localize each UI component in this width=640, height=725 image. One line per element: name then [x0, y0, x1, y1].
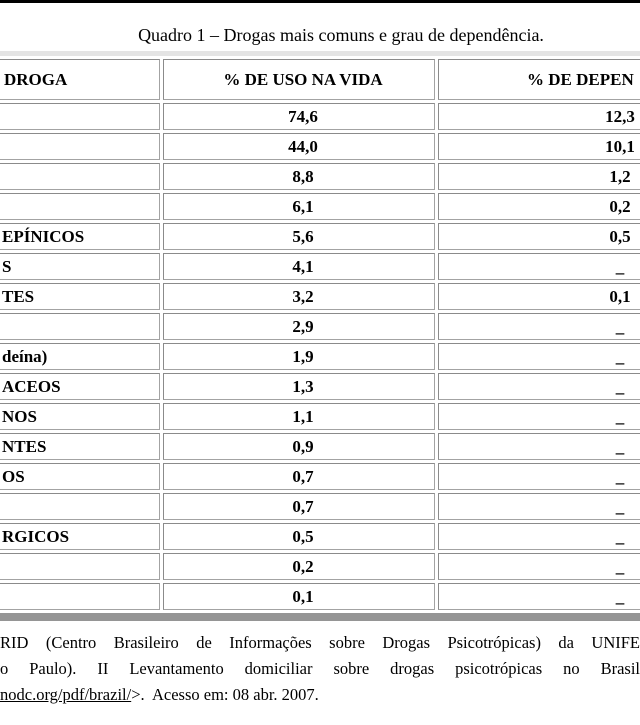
table-row: NTES 0,9 _ — [0, 433, 640, 460]
use-in-life-value-cell: 3,2 — [163, 283, 435, 310]
use-in-life-value-cell: 2,9 — [163, 313, 435, 340]
dependence-value-cell: _ — [438, 313, 640, 340]
dependence-value-cell: 0,1 — [438, 283, 640, 310]
dependence-value-cell: _ — [438, 463, 640, 490]
use-in-life-value-cell: 0,9 — [163, 433, 435, 460]
drug-name-cell — [0, 193, 160, 220]
drug-name-cell: NOS — [0, 403, 160, 430]
drug-dependence-table: DROGA % DE USO NA VIDA % DE DEPEN 74,6 12… — [0, 51, 640, 621]
use-in-life-value-cell: 1,1 — [163, 403, 435, 430]
source-note-line-2: o Paulo). II Levantamento domiciliar sob… — [0, 659, 640, 678]
table-viewport: DROGA % DE USO NA VIDA % DE DEPEN 74,6 12… — [0, 51, 640, 621]
source-access-date: >. Acesso em: 08 abr. 2007. — [131, 685, 319, 704]
use-in-life-value-cell: 44,0 — [163, 133, 435, 160]
top-black-bar — [0, 0, 640, 3]
source-note: RID (Centro Brasileiro de Informações so… — [0, 630, 640, 708]
table-row: ACEOS 1,3 _ — [0, 373, 640, 400]
dependence-value-cell: 10,1 — [438, 133, 640, 160]
drug-name-cell: OS — [0, 463, 160, 490]
column-header-uso-na-vida: % DE USO NA VIDA — [163, 59, 435, 100]
drug-name-cell: deína) — [0, 343, 160, 370]
table-header-row: DROGA % DE USO NA VIDA % DE DEPEN — [0, 59, 640, 100]
table-caption: Quadro 1 – Drogas mais comuns e grau de … — [138, 25, 544, 45]
table-row: 6,1 0,2 — [0, 193, 640, 220]
dependence-value-cell: 1,2 — [438, 163, 640, 190]
dependence-value-cell: _ — [438, 433, 640, 460]
use-in-life-value-cell: 0,7 — [163, 463, 435, 490]
dependence-value-cell: _ — [438, 583, 640, 610]
dependence-value-cell: _ — [438, 493, 640, 520]
dependence-value-cell: _ — [438, 523, 640, 550]
dependence-value-cell: _ — [438, 253, 640, 280]
drug-name-cell: EPÍNICOS — [0, 223, 160, 250]
use-in-life-value-cell: 8,8 — [163, 163, 435, 190]
table-row: 2,9 _ — [0, 313, 640, 340]
table-row: 0,1 _ — [0, 583, 640, 610]
drug-name-cell — [0, 583, 160, 610]
drug-name-cell — [0, 553, 160, 580]
drug-name-cell — [0, 493, 160, 520]
source-note-line-1: RID (Centro Brasileiro de Informações so… — [0, 633, 640, 652]
use-in-life-value-cell: 1,9 — [163, 343, 435, 370]
drug-name-cell: TES — [0, 283, 160, 310]
table-row: 74,6 12,3 — [0, 103, 640, 130]
drug-name-cell — [0, 163, 160, 190]
column-header-droga: DROGA — [0, 59, 160, 100]
table-row: EPÍNICOS 5,6 0,5 — [0, 223, 640, 250]
use-in-life-value-cell: 4,1 — [163, 253, 435, 280]
table-row: 0,2 _ — [0, 553, 640, 580]
dependence-value-cell: _ — [438, 553, 640, 580]
table-row: OS 0,7 _ — [0, 463, 640, 490]
table-body: 74,6 12,3 44,0 10,1 8,8 1,2 6,1 0,2 EPÍNICOS 5,6 0… — [0, 103, 640, 610]
drug-name-cell — [0, 313, 160, 340]
drug-name-cell: NTES — [0, 433, 160, 460]
use-in-life-value-cell: 0,7 — [163, 493, 435, 520]
drug-name-cell: RGICOS — [0, 523, 160, 550]
drug-name-cell: S — [0, 253, 160, 280]
table-row: 8,8 1,2 — [0, 163, 640, 190]
use-in-life-value-cell: 6,1 — [163, 193, 435, 220]
dependence-value-cell: 0,2 — [438, 193, 640, 220]
table-row: 44,0 10,1 — [0, 133, 640, 160]
use-in-life-value-cell: 0,5 — [163, 523, 435, 550]
dependence-value-cell: _ — [438, 343, 640, 370]
column-header-dependencia: % DE DEPEN — [438, 59, 640, 100]
dependence-value-cell: 12,3 — [438, 103, 640, 130]
table-row: S 4,1 _ — [0, 253, 640, 280]
table-row: RGICOS 0,5 _ — [0, 523, 640, 550]
table-row: NOS 1,1 _ — [0, 403, 640, 430]
use-in-life-value-cell: 0,2 — [163, 553, 435, 580]
use-in-life-value-cell: 5,6 — [163, 223, 435, 250]
dependence-value-cell: _ — [438, 373, 640, 400]
dependence-value-cell: _ — [438, 403, 640, 430]
use-in-life-value-cell: 74,6 — [163, 103, 435, 130]
use-in-life-value-cell: 0,1 — [163, 583, 435, 610]
table-row: TES 3,2 0,1 — [0, 283, 640, 310]
source-note-line-3: nodc.org/pdf/brazil/>. Acesso em: 08 abr… — [0, 682, 640, 708]
drug-name-cell — [0, 133, 160, 160]
source-url-link[interactable]: nodc.org/pdf/brazil/ — [0, 685, 132, 704]
table-row: deína) 1,9 _ — [0, 343, 640, 370]
use-in-life-value-cell: 1,3 — [163, 373, 435, 400]
drug-name-cell — [0, 103, 160, 130]
drug-name-cell: ACEOS — [0, 373, 160, 400]
dependence-value-cell: 0,5 — [438, 223, 640, 250]
table-row: 0,7 _ — [0, 493, 640, 520]
